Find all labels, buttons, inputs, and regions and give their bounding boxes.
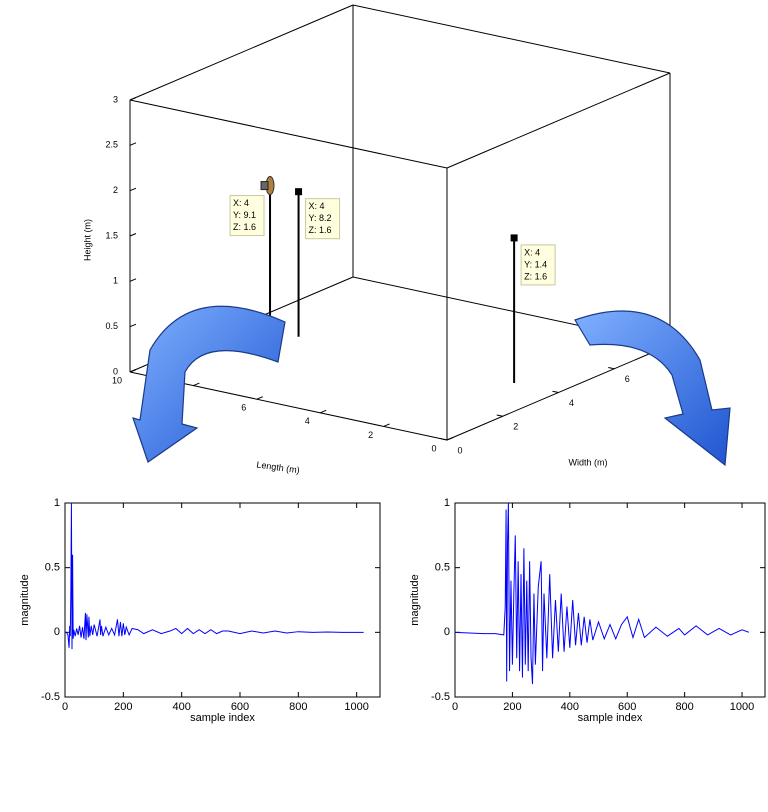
length-tick-label: 4: [305, 416, 310, 426]
x-tick-label: 800: [675, 701, 693, 713]
x-tick-label: 0: [452, 701, 458, 713]
y-tick-label: 0.5: [435, 562, 450, 574]
x-tick-label: 600: [618, 701, 636, 713]
z-tick-label: 0.5: [105, 321, 118, 331]
datatip-text: X: 4: [233, 198, 249, 208]
receiver-marker: [510, 234, 518, 242]
datatip-box: [229, 195, 265, 237]
y-tick-label: 1: [54, 497, 60, 509]
x-tick-label: 0: [62, 701, 68, 713]
signal-line: [454, 502, 750, 685]
z-tick: [129, 187, 137, 192]
receiver-marker: [295, 188, 303, 196]
y-axis-label: magnitude: [19, 574, 31, 625]
box-edge: [446, 72, 671, 169]
z-tick-label: 1.5: [105, 230, 118, 240]
z-tick: [129, 323, 137, 328]
box-edge: [352, 4, 671, 74]
width-axis-label: Width (m): [569, 457, 608, 467]
length-tick-label: 10: [112, 375, 122, 385]
length-tick: [129, 369, 137, 373]
z-tick: [129, 97, 137, 101]
z-tick-label: 1: [113, 276, 118, 286]
plot-area: [64, 502, 381, 698]
x-axis-label: sample index: [190, 712, 255, 724]
width-tick-label: 4: [569, 398, 574, 408]
datatip-box: [520, 244, 556, 286]
datatip-text: Y: 1.4: [524, 259, 547, 269]
z-tick-label: 0: [113, 366, 118, 376]
width-tick: [496, 414, 503, 417]
z-tick-label: 3: [113, 94, 118, 104]
datatip-text: Y: 8.2: [309, 213, 332, 223]
width-tick: [608, 366, 615, 370]
speaker-body: [260, 181, 269, 191]
x-axis-label: sample index: [578, 712, 643, 724]
x-tick-label: 400: [561, 701, 579, 713]
x-tick-label: 200: [503, 701, 521, 713]
plot-area: [454, 502, 766, 698]
x-tick-label: 400: [172, 701, 190, 713]
datatip-text: Z: 1.6: [233, 222, 256, 232]
z-tick-label: 2.5: [105, 140, 118, 150]
y-tick-label: -0.5: [41, 691, 60, 703]
width-tick-label: 2: [513, 422, 518, 432]
z-tick-label: 2: [113, 185, 118, 195]
y-tick-label: 1: [444, 497, 450, 509]
length-tick: [383, 423, 390, 427]
length-tick: [446, 437, 454, 441]
length-tick-label: 0: [431, 443, 436, 453]
length-axis-label: Length (m): [256, 459, 300, 475]
arrow-left: [132, 305, 286, 463]
y-tick-label: 0.5: [45, 562, 60, 574]
z-tick: [129, 233, 137, 237]
datatip-text: X: 4: [524, 247, 540, 257]
arrow-right: [574, 310, 731, 467]
x-tick-label: 600: [231, 701, 249, 713]
x-tick-label: 1000: [344, 701, 368, 713]
signal-line: [65, 502, 364, 650]
length-tick: [256, 396, 263, 400]
x-tick-label: 1000: [730, 701, 754, 713]
y-tick-label: 0: [54, 626, 60, 638]
width-tick-label: 0: [457, 445, 462, 455]
width-tick: [440, 438, 448, 441]
z-axis-label: Height (m): [82, 219, 92, 261]
source-marker: [260, 176, 275, 196]
datatip-box: [305, 198, 341, 240]
z-tick: [129, 142, 137, 146]
z-tick: [129, 278, 137, 282]
box-edge: [129, 99, 448, 169]
datatip-text: Z: 1.6: [524, 271, 547, 281]
width-tick-label: 6: [625, 374, 630, 384]
datatip-text: Z: 1.6: [309, 225, 332, 235]
length-tick: [320, 409, 327, 414]
length-tick-label: 2: [368, 430, 373, 440]
datatip-text: X: 4: [309, 201, 325, 211]
x-tick-label: 200: [114, 701, 132, 713]
y-tick-label: 0: [444, 626, 450, 638]
x-tick-label: 800: [289, 701, 307, 713]
stage: 00.511.522.53024681002468Height (m)Lengt…: [19, 4, 766, 724]
box-edge: [129, 4, 354, 101]
length-tick: [193, 382, 200, 387]
y-tick-label: -0.5: [431, 691, 450, 703]
y-axis-label: magnitude: [409, 574, 421, 625]
datatip-text: Y: 9.1: [233, 210, 256, 220]
width-tick: [552, 390, 559, 393]
length-tick-label: 6: [241, 403, 246, 413]
